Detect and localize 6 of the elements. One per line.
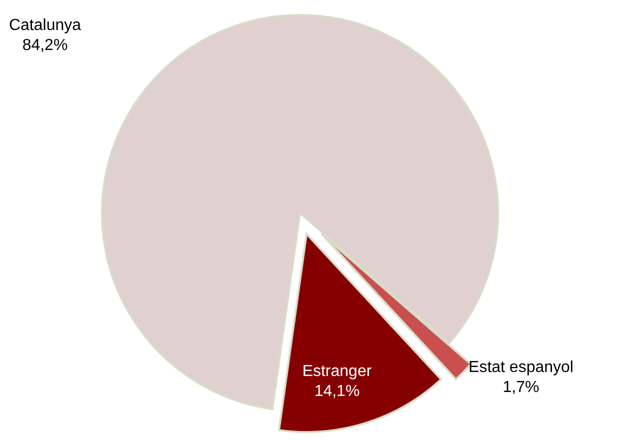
data-label: 1,7% xyxy=(502,379,540,396)
slice-label: Estat espanyol xyxy=(468,359,574,376)
slice-label: Catalunya xyxy=(8,17,82,34)
slice-label: Estranger xyxy=(302,363,372,380)
data-label: 84,2% xyxy=(22,37,68,54)
data-label: 14,1% xyxy=(314,383,360,400)
